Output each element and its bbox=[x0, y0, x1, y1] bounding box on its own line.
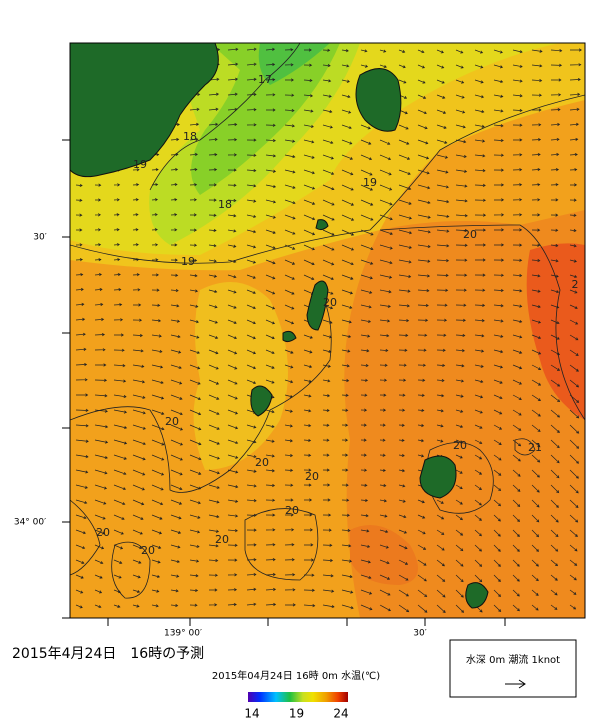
colorbar bbox=[248, 692, 348, 702]
colorbar-tick-label: 14 bbox=[244, 707, 259, 721]
coldest-region bbox=[258, 43, 330, 85]
colorbar-ticks: 14 19 24 bbox=[244, 707, 348, 721]
islands bbox=[70, 43, 489, 609]
contour-label: 20 bbox=[285, 504, 299, 517]
contour-label: 20 bbox=[215, 533, 229, 546]
map-area bbox=[70, 43, 585, 618]
contour-label: 20 bbox=[141, 544, 155, 557]
contour-label: 19 bbox=[363, 176, 377, 189]
contour-label: 20 bbox=[165, 415, 179, 428]
title: 2015年4月24日 16時の予測 bbox=[12, 646, 204, 662]
lon-label: 139° 00′ bbox=[164, 629, 202, 639]
contour-label: 20 bbox=[255, 456, 269, 469]
warm-patch bbox=[350, 525, 418, 585]
map-frame bbox=[69, 42, 586, 619]
contour-label: 21 bbox=[528, 441, 542, 454]
contour-label: 19 bbox=[133, 158, 147, 171]
contour-label: 20 bbox=[305, 470, 319, 483]
contour-label: 17 bbox=[258, 73, 272, 86]
contour-label: 18 bbox=[183, 130, 197, 143]
colorbar-tick-label: 24 bbox=[333, 707, 348, 721]
legend-arrow bbox=[505, 679, 526, 689]
cold-region bbox=[191, 43, 340, 195]
legend-text: 水深 0m 潮流 1knot bbox=[466, 653, 560, 666]
axis-ticks bbox=[62, 139, 506, 626]
contour-label: 20 bbox=[323, 296, 337, 309]
contour-label: 20 bbox=[463, 228, 477, 241]
colorbar-tick-label: 19 bbox=[289, 707, 304, 721]
lat-label: 34° 00′ bbox=[14, 518, 46, 528]
lat-label: 30′ bbox=[33, 233, 47, 243]
legend-box bbox=[449, 639, 577, 698]
contour-label: 18 bbox=[218, 198, 232, 211]
contour-label: 20 bbox=[453, 439, 467, 452]
contour-labels: 17 18 18 19 19 19 20 20 2 20 20 20 20 21 20 20 20 20 bbox=[96, 73, 579, 557]
lon-label: 30′ bbox=[413, 629, 427, 639]
contour-label: 2 bbox=[572, 278, 579, 291]
contour-label: 19 bbox=[181, 255, 195, 268]
contour-label: 20 bbox=[96, 526, 110, 539]
subtitle: 2015年04月24日 16時 0m 水温(℃) bbox=[212, 669, 380, 682]
